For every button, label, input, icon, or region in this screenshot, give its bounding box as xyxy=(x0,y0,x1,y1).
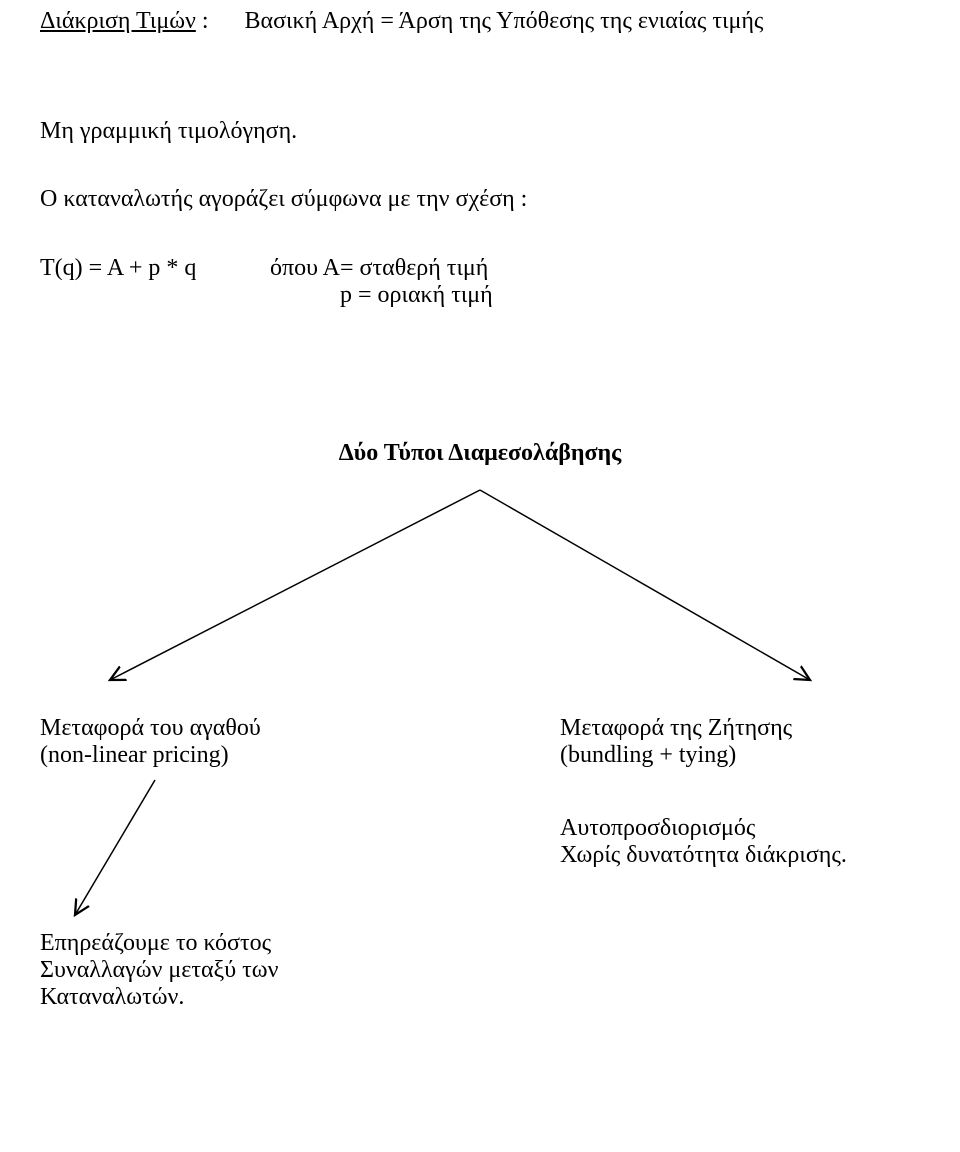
bottom-line3: Καταναλωτών. xyxy=(40,984,278,1011)
right-branch-text: Μεταφορά της Ζήτησης (bundling + tying) xyxy=(560,715,792,769)
right-extra-line1: Αυτοπροσδιορισμός xyxy=(560,815,847,842)
branch-left-line xyxy=(110,490,480,680)
header-lhs: Διάκριση Τιμών xyxy=(40,8,196,34)
bottom-line1: Επηρεάζουμε το κόστος xyxy=(40,930,278,957)
left-branch-line1: Μεταφορά του αγαθού xyxy=(40,715,261,742)
header-rhs: Βασική Αρχή = Άρση της Υπόθεσης της ενια… xyxy=(245,8,764,34)
equation-rhs1: όπου Α= σταθερή τιμή xyxy=(270,255,488,282)
right-extra-line2: Χωρίς δυνατότητα διάκρισης. xyxy=(560,842,847,869)
line-consumer: Ο καταναλωτής αγοράζει σύμφωνα με την σχ… xyxy=(40,186,527,213)
header-colon: : xyxy=(196,8,209,34)
equation-rhs2: p = οριακή τιμή xyxy=(340,282,920,309)
right-extra-text: Αυτοπροσδιορισμός Χωρίς δυνατότητα διάκρ… xyxy=(560,815,847,869)
small-arrow-diagram xyxy=(60,775,200,935)
header-line: Διάκριση Τιμών : Βασική Αρχή = Άρση της … xyxy=(40,8,920,35)
bottom-line2: Συναλλαγών μεταξύ των xyxy=(40,957,278,984)
line-nonlinear: Μη γραμμική τιμολόγηση. xyxy=(40,118,297,145)
branches-diagram xyxy=(0,480,960,700)
equation-block: T(q) = A + p * q όπου Α= σταθερή τιμή p … xyxy=(40,255,920,309)
right-branch-line1: Μεταφορά της Ζήτησης xyxy=(560,715,792,742)
left-branch-text: Μεταφορά του αγαθού (non-linear pricing) xyxy=(40,715,261,769)
right-branch-line2: (bundling + tying) xyxy=(560,742,792,769)
document-page: Διάκριση Τιμών : Βασική Αρχή = Άρση της … xyxy=(0,0,960,1152)
section-title: Δύο Τύποι Διαμεσολάβησης xyxy=(0,440,960,467)
bottom-text: Επηρεάζουμε το κόστος Συναλλαγών μεταξύ … xyxy=(40,930,278,1011)
branch-right-line xyxy=(480,490,810,680)
left-branch-line2: (non-linear pricing) xyxy=(40,742,261,769)
equation-lhs: T(q) = A + p * q xyxy=(40,255,270,282)
small-arrow-line xyxy=(75,780,155,915)
